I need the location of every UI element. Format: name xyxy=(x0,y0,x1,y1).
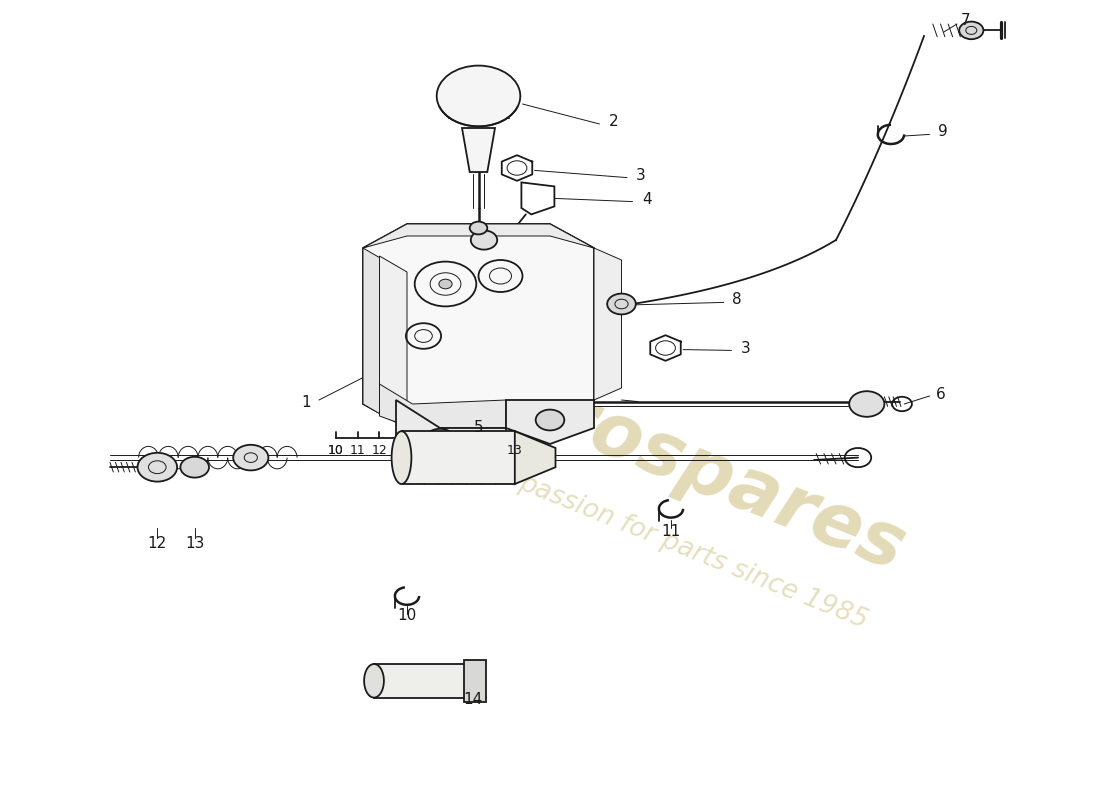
Polygon shape xyxy=(363,224,594,248)
Text: 14: 14 xyxy=(463,693,483,707)
Circle shape xyxy=(425,429,455,451)
Ellipse shape xyxy=(364,664,384,698)
Circle shape xyxy=(536,410,564,430)
Circle shape xyxy=(470,222,487,234)
Text: 11: 11 xyxy=(661,525,681,539)
Circle shape xyxy=(439,279,452,289)
Text: 13: 13 xyxy=(507,444,522,457)
Polygon shape xyxy=(363,224,594,428)
Text: 4: 4 xyxy=(642,193,651,207)
Polygon shape xyxy=(396,400,506,452)
Polygon shape xyxy=(464,660,486,702)
Text: 8: 8 xyxy=(733,293,741,307)
Polygon shape xyxy=(506,400,594,444)
Text: 7: 7 xyxy=(961,14,970,28)
Text: 6: 6 xyxy=(936,387,945,402)
Circle shape xyxy=(607,294,636,314)
Text: 12: 12 xyxy=(147,537,167,551)
Text: eurospares: eurospares xyxy=(449,342,915,586)
Polygon shape xyxy=(379,384,506,428)
Circle shape xyxy=(471,230,497,250)
Text: 3: 3 xyxy=(741,342,750,356)
Text: 12: 12 xyxy=(372,444,387,457)
Text: 10: 10 xyxy=(397,609,417,623)
Text: 1: 1 xyxy=(301,395,310,410)
Polygon shape xyxy=(379,256,407,416)
Text: 2: 2 xyxy=(609,114,618,129)
Polygon shape xyxy=(402,431,515,484)
Circle shape xyxy=(437,66,520,126)
Text: passion for parts since 1985: passion for parts since 1985 xyxy=(515,470,871,634)
Circle shape xyxy=(849,391,884,417)
Text: 13: 13 xyxy=(185,537,205,551)
Circle shape xyxy=(233,445,268,470)
Polygon shape xyxy=(374,664,467,698)
Polygon shape xyxy=(594,248,621,400)
Text: 10: 10 xyxy=(328,444,343,457)
Polygon shape xyxy=(515,431,556,484)
Ellipse shape xyxy=(392,431,411,484)
Circle shape xyxy=(180,457,209,478)
Text: 9: 9 xyxy=(938,125,947,139)
Text: 10: 10 xyxy=(328,444,343,457)
Circle shape xyxy=(959,22,983,39)
Circle shape xyxy=(138,453,177,482)
Text: 5: 5 xyxy=(474,420,483,434)
Text: 3: 3 xyxy=(636,169,645,183)
Text: 11: 11 xyxy=(350,444,365,457)
Polygon shape xyxy=(363,248,390,420)
Polygon shape xyxy=(462,128,495,172)
